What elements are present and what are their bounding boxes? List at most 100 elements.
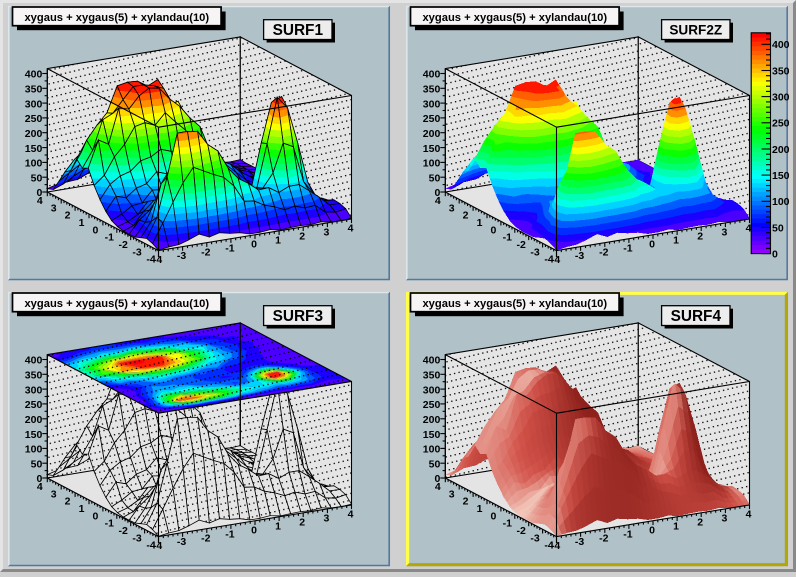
svg-text:100: 100 (25, 444, 43, 456)
svg-text:0: 0 (490, 224, 496, 236)
svg-text:0: 0 (649, 238, 655, 250)
svg-text:0: 0 (92, 510, 98, 522)
svg-text:3: 3 (449, 202, 455, 214)
svg-text:250: 250 (25, 399, 43, 411)
svg-text:2: 2 (299, 516, 305, 528)
svg-text:4: 4 (746, 223, 752, 235)
svg-text:-4: -4 (153, 254, 162, 266)
svg-text:-1: -1 (623, 242, 632, 254)
svg-text:4: 4 (435, 481, 441, 493)
svg-text:-2: -2 (599, 532, 608, 544)
svg-text:250: 250 (423, 113, 441, 125)
svg-text:-3: -3 (530, 532, 539, 544)
svg-text:350: 350 (25, 84, 43, 96)
svg-text:4: 4 (37, 195, 43, 207)
svg-text:-2: -2 (517, 239, 526, 251)
svg-text:-2: -2 (201, 532, 210, 544)
svg-text:xygaus + xygaus(5) + xylandau(: xygaus + xygaus(5) + xylandau(10) (422, 298, 607, 310)
svg-text:50: 50 (772, 222, 784, 234)
svg-text:1: 1 (477, 217, 483, 229)
svg-text:-4: -4 (551, 540, 560, 552)
svg-text:50: 50 (429, 172, 441, 184)
svg-text:-2: -2 (599, 246, 608, 258)
svg-text:0: 0 (36, 473, 42, 485)
svg-text:150: 150 (772, 170, 790, 182)
svg-text:2: 2 (697, 516, 703, 528)
svg-text:3: 3 (721, 513, 727, 525)
svg-text:1: 1 (477, 503, 483, 515)
svg-text:2: 2 (697, 230, 703, 242)
svg-text:300: 300 (772, 91, 790, 103)
svg-text:-1: -1 (503, 518, 512, 530)
svg-text:3: 3 (323, 513, 329, 525)
svg-text:4: 4 (348, 509, 354, 521)
svg-text:0: 0 (36, 187, 42, 199)
svg-text:-3: -3 (177, 536, 186, 548)
svg-text:-1: -1 (503, 232, 512, 244)
svg-text:-4: -4 (544, 540, 553, 552)
svg-text:300: 300 (25, 384, 43, 396)
svg-text:1: 1 (673, 520, 679, 532)
svg-text:-3: -3 (575, 250, 584, 262)
svg-text:150: 150 (25, 429, 43, 441)
svg-text:-3: -3 (177, 250, 186, 262)
svg-text:350: 350 (423, 84, 441, 96)
svg-text:400: 400 (25, 69, 43, 81)
svg-text:100: 100 (772, 196, 790, 208)
svg-text:0: 0 (251, 238, 257, 250)
svg-text:3: 3 (323, 227, 329, 239)
svg-text:250: 250 (423, 399, 441, 411)
svg-text:-4: -4 (153, 540, 162, 552)
svg-text:4: 4 (746, 509, 752, 521)
svg-text:350: 350 (25, 370, 43, 382)
svg-text:4: 4 (37, 481, 43, 493)
svg-text:2: 2 (65, 210, 71, 222)
svg-text:150: 150 (423, 429, 441, 441)
svg-text:0: 0 (772, 248, 778, 260)
svg-text:0: 0 (490, 510, 496, 522)
svg-text:400: 400 (423, 355, 441, 367)
svg-text:4: 4 (435, 195, 441, 207)
svg-text:1: 1 (275, 520, 281, 532)
svg-text:-4: -4 (551, 254, 560, 266)
svg-text:200: 200 (25, 128, 43, 140)
svg-text:0: 0 (92, 224, 98, 236)
svg-text:-2: -2 (119, 525, 128, 537)
svg-text:1: 1 (79, 217, 85, 229)
svg-text:300: 300 (25, 98, 43, 110)
svg-text:3: 3 (51, 202, 57, 214)
svg-text:400: 400 (423, 69, 441, 81)
svg-text:400: 400 (25, 355, 43, 367)
svg-text:250: 250 (25, 113, 43, 125)
svg-text:400: 400 (772, 39, 790, 51)
svg-text:200: 200 (423, 414, 441, 426)
svg-text:2: 2 (463, 210, 469, 222)
svg-text:200: 200 (423, 128, 441, 140)
svg-text:350: 350 (423, 370, 441, 382)
svg-text:1: 1 (275, 234, 281, 246)
svg-text:1: 1 (79, 503, 85, 515)
svg-text:3: 3 (721, 227, 727, 239)
svg-text:-3: -3 (132, 532, 141, 544)
svg-text:-3: -3 (530, 246, 539, 258)
svg-text:3: 3 (51, 488, 57, 500)
svg-text:SURF3: SURF3 (273, 308, 323, 325)
svg-text:xygaus + xygaus(5) + xylandau(: xygaus + xygaus(5) + xylandau(10) (24, 298, 209, 310)
svg-text:-2: -2 (119, 239, 128, 251)
svg-text:-2: -2 (201, 246, 210, 258)
svg-text:0: 0 (434, 187, 440, 199)
svg-text:-1: -1 (105, 232, 114, 244)
svg-text:300: 300 (423, 384, 441, 396)
svg-text:2: 2 (65, 496, 71, 508)
svg-text:-4: -4 (544, 254, 553, 266)
svg-text:0: 0 (649, 524, 655, 536)
svg-text:200: 200 (25, 414, 43, 426)
svg-text:2: 2 (463, 496, 469, 508)
svg-text:SURF1: SURF1 (273, 22, 324, 39)
svg-text:-1: -1 (623, 528, 632, 540)
svg-text:0: 0 (434, 473, 440, 485)
svg-text:xygaus + xygaus(5) + xylandau(: xygaus + xygaus(5) + xylandau(10) (422, 12, 607, 24)
svg-text:200: 200 (772, 144, 790, 156)
svg-text:-4: -4 (146, 254, 155, 266)
svg-text:100: 100 (423, 444, 441, 456)
